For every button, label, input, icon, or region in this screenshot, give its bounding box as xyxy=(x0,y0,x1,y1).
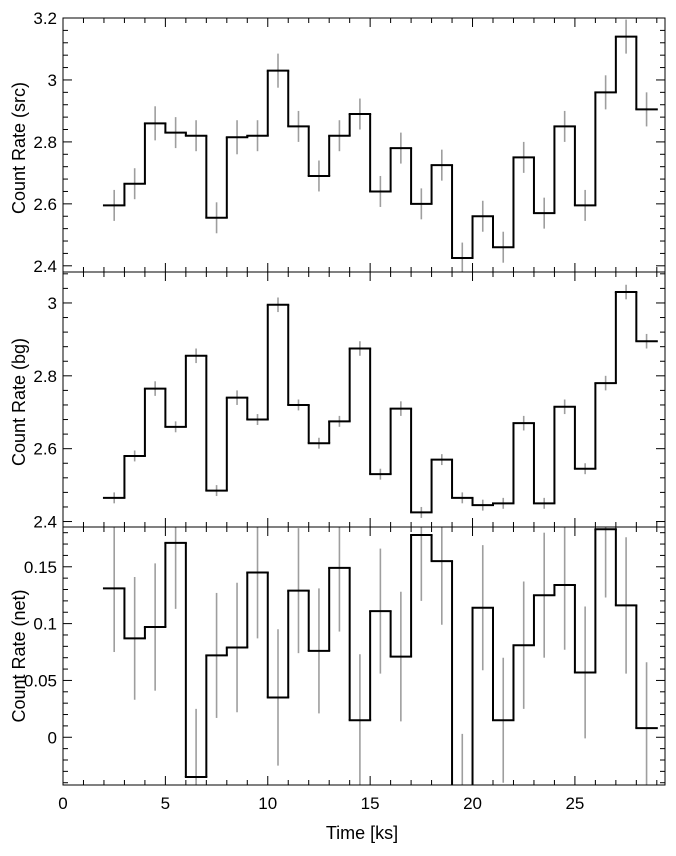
y-tick-label-bg: 2.4 xyxy=(33,513,57,532)
panel-net: 0 0.05 0.1 0.15 0 5 10 15 20 25 xyxy=(24,526,666,813)
y-tick-label-net: 0.05 xyxy=(24,671,57,690)
y-tick-label-src: 3 xyxy=(48,71,57,90)
y-axis-title-src: Count Rate (src) xyxy=(9,82,29,214)
y-tick-label-net: 0.1 xyxy=(33,615,57,634)
x-tick-label: 0 xyxy=(58,794,67,813)
panel-frame-bg xyxy=(62,271,666,528)
y-tick-label-bg: 2.8 xyxy=(33,367,57,386)
y-tick-label-src: 2.4 xyxy=(33,257,57,276)
y-tick-label-src: 3.2 xyxy=(33,9,57,28)
x-axis-title: Time [ks] xyxy=(326,823,398,843)
y-axis-title-net: Count Rate (net) xyxy=(9,589,29,722)
y-tick-label-bg: 2.6 xyxy=(33,440,57,459)
y-tick-label-src: 2.8 xyxy=(33,133,57,152)
plot-area-src xyxy=(102,19,658,272)
panel-frame-net xyxy=(62,526,666,786)
y-tick-label-src: 2.6 xyxy=(33,195,57,214)
x-tick-label: 15 xyxy=(361,794,380,813)
x-tick-label: 20 xyxy=(463,794,482,813)
y-tick-label-bg: 3 xyxy=(48,294,57,313)
plot-area-bg xyxy=(102,284,658,518)
x-tick-label: 10 xyxy=(258,794,277,813)
plot-area-net xyxy=(102,527,658,785)
x-tick-label: 5 xyxy=(161,794,170,813)
panel-bg: 2.4 2.6 2.8 3 xyxy=(33,271,666,532)
y-axis-title-bg: Count Rate (bg) xyxy=(9,338,29,466)
y-tick-label-net: 0 xyxy=(48,728,57,747)
y-tick-label-net: 0.15 xyxy=(24,558,57,577)
x-tick-label: 25 xyxy=(565,794,584,813)
panel-src: 2.4 2.6 2.8 3 3.2 xyxy=(33,9,666,276)
